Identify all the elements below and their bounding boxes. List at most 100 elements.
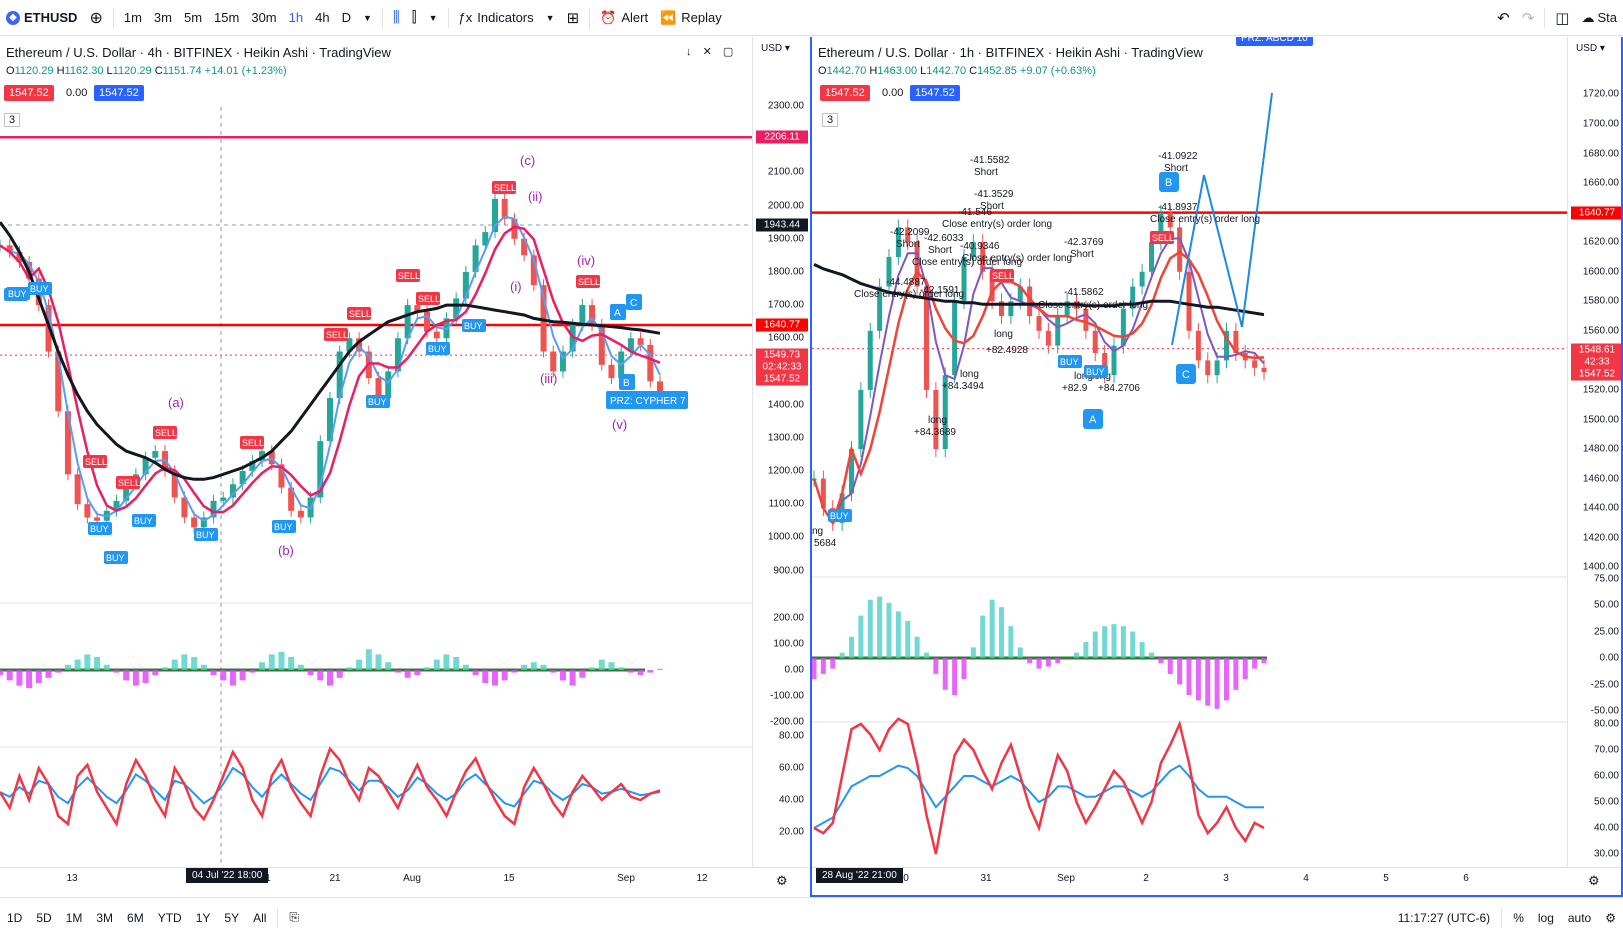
right-chart-canvas[interactable]: -41.5582Short-41.3529Short-41.546-40.934… xyxy=(812,37,1567,867)
countdown-label: 42:33 xyxy=(1571,355,1621,369)
indicator-count[interactable]: 3 xyxy=(822,113,839,127)
interval-3m[interactable]: 3m xyxy=(153,10,172,25)
osc-histogram-bar xyxy=(1186,658,1192,696)
osc-histogram-bar xyxy=(229,670,236,686)
chevron-down-icon[interactable]: ▼ xyxy=(545,12,555,23)
osc-histogram-bar xyxy=(1017,647,1023,658)
price-axis-label: 2000.00 xyxy=(767,200,804,212)
indicators-button[interactable]: ƒx Indicators xyxy=(453,0,540,36)
date-range-icon[interactable]: ⎘ xyxy=(289,910,300,924)
right-price-axis[interactable]: USD ▾ 1720.001700.001680.001660.001640.0… xyxy=(1567,37,1621,867)
spread-value: 0.00 xyxy=(882,87,904,99)
right-time-axis[interactable] xyxy=(812,867,1621,895)
arrow-down-icon[interactable]: ↓ xyxy=(686,46,692,58)
candles-icon[interactable]: ⫿ xyxy=(411,9,417,26)
osc-histogram-bar xyxy=(74,659,81,670)
interval-1m[interactable]: 1m xyxy=(123,10,142,25)
strategy-annotation: ng xyxy=(812,526,823,537)
candle xyxy=(657,381,663,398)
time-axis-label: 12 xyxy=(696,873,708,884)
symbol-label: ETHUSD xyxy=(24,10,78,25)
range-1d[interactable]: 1D xyxy=(7,910,23,925)
redo-icon[interactable]: ↷ xyxy=(1521,9,1535,27)
auto-toggle[interactable]: auto xyxy=(1567,910,1592,925)
settings-gear-icon[interactable]: ⚙ xyxy=(776,873,788,888)
range-5y[interactable]: 5Y xyxy=(224,910,240,925)
candle xyxy=(952,301,958,376)
pattern-point-box xyxy=(1176,364,1196,384)
currency-label[interactable]: USD ▾ xyxy=(761,43,790,54)
price-axis-label: 1800.00 xyxy=(767,266,804,278)
osc-histogram-bar xyxy=(394,670,401,673)
compare-add-icon[interactable]: ⊕ xyxy=(89,9,103,27)
close-icon[interactable]: ✕ xyxy=(702,46,712,58)
sell-signal xyxy=(990,269,1014,282)
candle xyxy=(462,271,469,299)
sell-signal xyxy=(83,455,107,468)
candle xyxy=(1224,330,1229,361)
bar-style-icon[interactable]: ⫼ xyxy=(392,9,400,26)
settings-gear-icon[interactable]: ⚙ xyxy=(1588,873,1600,888)
log-toggle[interactable]: log xyxy=(1537,910,1554,925)
pattern-point-box xyxy=(1083,409,1103,429)
undo-icon[interactable]: ↶ xyxy=(1497,9,1510,27)
strategy-annotation: -41.546 xyxy=(958,207,992,218)
price-axis-label: 1600.00 xyxy=(767,332,804,344)
price-axis-label: 1400.00 xyxy=(1582,561,1619,573)
range-ytd[interactable]: YTD xyxy=(157,910,182,925)
settings-gear-icon[interactable]: ⚙ xyxy=(1605,910,1616,925)
interval-d[interactable]: D xyxy=(341,10,351,25)
interval-5m[interactable]: 5m xyxy=(183,10,203,25)
currency-label[interactable]: USD ▾ xyxy=(1576,43,1605,54)
candle xyxy=(171,470,178,498)
osc-histogram-bar xyxy=(462,664,469,670)
osc-histogram-bar xyxy=(64,664,71,670)
clock-timezone[interactable]: 11:17:27 (UTC-6) xyxy=(1397,910,1491,925)
interval-30m[interactable]: 30m xyxy=(251,10,277,25)
buy-price-button[interactable]: 1547.52 xyxy=(910,85,960,101)
replay-button[interactable]: ⏪ Replay xyxy=(654,0,728,36)
interval-4h[interactable]: 4h xyxy=(315,10,330,25)
split-layout-icon[interactable]: ◫ xyxy=(1555,9,1570,27)
range-3m[interactable]: 3M xyxy=(96,910,114,925)
symbol-search[interactable]: ◆ ETHUSD xyxy=(0,0,83,36)
osc-histogram-bar xyxy=(579,670,586,678)
candle xyxy=(1008,301,1014,317)
percent-toggle[interactable]: % xyxy=(1513,910,1524,925)
buy-price-button[interactable]: 1547.52 xyxy=(94,85,144,101)
maximize-icon[interactable]: ▢ xyxy=(722,46,734,58)
candle xyxy=(905,227,911,243)
wave-label: (i) xyxy=(510,279,522,294)
ema-200-line xyxy=(813,263,1265,317)
wave-label: (iv) xyxy=(577,253,595,268)
range-6m[interactable]: 6M xyxy=(127,910,144,925)
time-axis-label: 3 xyxy=(1223,873,1229,884)
left-price-axis[interactable]: USD ▾ 2300.002200.002100.002000.001900.0… xyxy=(752,37,808,867)
interval-15m[interactable]: 15m xyxy=(214,10,240,25)
left-chart-pane[interactable]: Ethereum / U.S. Dollar · 4h · BITFINEX ·… xyxy=(0,37,808,897)
range-1m[interactable]: 1M xyxy=(65,910,83,925)
layouts-icon[interactable]: ⊞ xyxy=(566,9,580,27)
chevron-down-icon[interactable]: ▼ xyxy=(428,12,438,23)
indicators-label: Indicators xyxy=(477,10,534,25)
start-button[interactable]: ☁ Sta xyxy=(1575,0,1623,36)
range-5d[interactable]: 5D xyxy=(36,910,52,925)
osc-histogram-bar xyxy=(1158,658,1164,664)
range-all[interactable]: All xyxy=(253,910,267,925)
indicator-count[interactable]: 3 xyxy=(4,113,21,127)
price-axis-label: 1500.00 xyxy=(1582,414,1619,425)
range-1y[interactable]: 1Y xyxy=(195,910,211,925)
left-chart-canvas[interactable]: (a) (b) (c) (ii) (i) (iii) (iv) (v) SELL SELL SELL… xyxy=(0,37,752,867)
chevron-down-icon[interactable]: ▼ xyxy=(362,12,372,23)
alert-button[interactable]: ⏰ Alert xyxy=(594,0,654,36)
sell-price-button[interactable]: 1547.52 xyxy=(820,85,870,101)
divider xyxy=(589,7,591,28)
sell-price-button[interactable]: 1547.52 xyxy=(4,85,54,101)
left-time-axis[interactable] xyxy=(0,867,808,897)
strategy-annotation: -42.2099 xyxy=(890,227,930,238)
osc-histogram-bar xyxy=(142,670,149,683)
osc-histogram-bar xyxy=(327,670,333,686)
right-chart-pane[interactable]: Ethereum / U.S. Dollar · 1h · BITFINEX ·… xyxy=(810,37,1623,897)
interval-1h[interactable]: 1h xyxy=(288,10,304,25)
osc-histogram-bar xyxy=(886,602,892,658)
